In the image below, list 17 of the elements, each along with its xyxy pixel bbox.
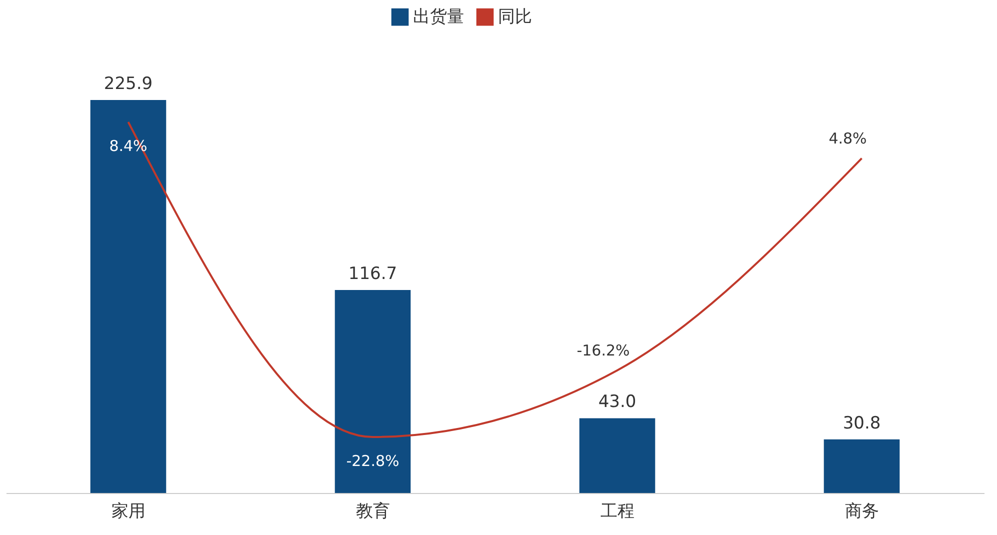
bar [824,439,900,493]
x-tick-label: 教育 [356,502,390,522]
data-label: 225.9 [104,74,153,94]
x-tick-label: 家用 [111,502,146,522]
data-label: 116.7 [348,264,398,284]
data-label: 4.8% [828,129,867,148]
bar [579,418,656,493]
x-tick-label: 商务 [844,502,879,522]
data-label: 30.8 [842,413,881,434]
x-tick-label: 工程 [600,502,634,522]
bar [90,100,166,493]
data-label: -22.8% [346,452,400,470]
data-label: 43.0 [598,392,636,412]
data-label: -16.2% [576,341,630,360]
legend-label: 同比 [498,7,532,28]
legend-label: 出货量 [413,7,464,28]
bar [334,290,411,493]
